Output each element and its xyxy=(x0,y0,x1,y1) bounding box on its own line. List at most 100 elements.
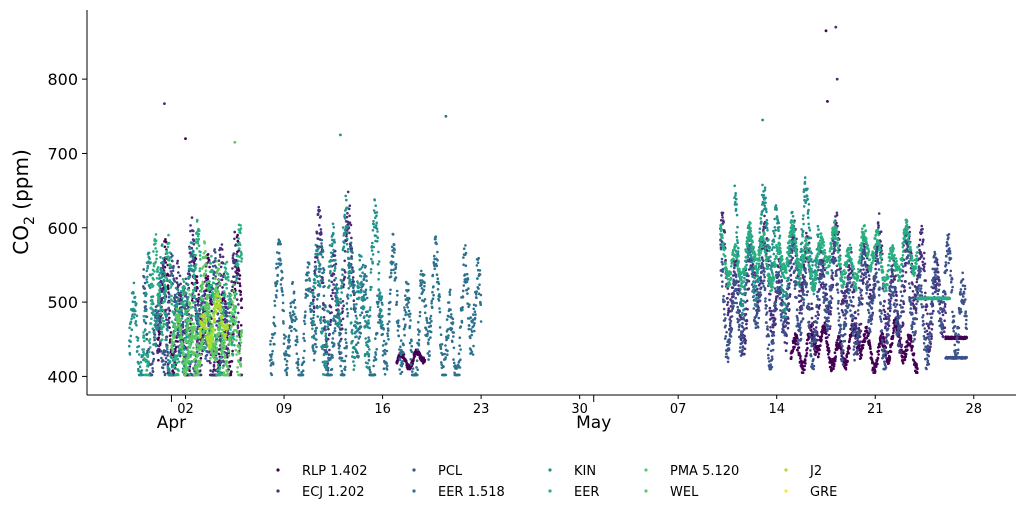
data-point xyxy=(956,336,959,339)
data-point xyxy=(855,327,858,330)
data-point xyxy=(723,337,727,340)
data-point xyxy=(862,257,866,260)
data-point xyxy=(763,287,767,290)
data-point xyxy=(737,308,740,312)
data-point xyxy=(804,267,807,271)
data-point xyxy=(943,326,947,330)
data-point xyxy=(750,283,754,286)
data-point xyxy=(145,337,148,341)
data-point xyxy=(928,341,931,344)
data-point xyxy=(348,221,352,224)
data-point xyxy=(848,288,852,292)
data-point xyxy=(827,333,831,337)
data-point xyxy=(177,271,180,274)
data-point xyxy=(197,304,200,307)
data-point xyxy=(933,252,937,256)
data-point xyxy=(861,297,864,300)
data-point xyxy=(747,258,751,262)
data-point xyxy=(168,316,171,320)
data-point xyxy=(759,287,762,291)
data-point xyxy=(208,265,211,269)
data-point xyxy=(873,369,877,373)
data-point xyxy=(313,260,317,264)
data-point xyxy=(835,77,839,81)
data-point xyxy=(295,335,299,339)
data-point xyxy=(806,290,810,293)
data-point xyxy=(143,287,146,290)
data-point xyxy=(796,308,799,312)
data-point xyxy=(282,309,286,313)
data-point xyxy=(940,328,944,331)
data-point xyxy=(836,291,840,294)
data-point xyxy=(744,341,747,345)
data-point xyxy=(836,348,839,351)
data-point xyxy=(721,216,724,219)
data-point xyxy=(270,353,274,356)
data-point xyxy=(284,335,288,338)
data-point xyxy=(909,334,913,338)
data-point xyxy=(823,285,827,288)
data-point xyxy=(858,300,862,304)
data-point xyxy=(773,317,777,321)
data-point xyxy=(332,283,335,286)
data-point xyxy=(151,370,155,374)
data-point xyxy=(816,298,820,301)
data-point xyxy=(285,371,289,375)
data-point xyxy=(899,351,903,354)
data-point xyxy=(901,274,905,278)
data-point xyxy=(878,315,882,319)
data-point xyxy=(164,308,168,312)
data-point xyxy=(772,313,775,317)
data-point xyxy=(743,352,746,356)
data-point xyxy=(732,304,735,308)
data-point xyxy=(275,262,278,266)
data-point xyxy=(860,302,864,306)
data-point xyxy=(164,356,168,360)
data-point xyxy=(306,266,310,269)
data-point xyxy=(306,294,309,297)
data-point xyxy=(210,303,214,306)
data-point xyxy=(927,345,930,349)
data-point xyxy=(964,310,967,314)
data-point xyxy=(935,259,938,263)
data-point xyxy=(331,288,334,292)
data-point xyxy=(747,279,751,283)
data-point xyxy=(804,271,808,275)
data-point xyxy=(803,293,806,296)
data-point xyxy=(959,307,962,311)
data-point xyxy=(887,361,891,365)
data-point xyxy=(862,277,865,280)
data-point xyxy=(812,367,815,371)
data-point xyxy=(832,367,835,371)
data-point xyxy=(925,322,928,326)
data-point xyxy=(937,288,941,292)
data-point xyxy=(302,356,305,360)
data-point xyxy=(151,367,154,370)
data-point xyxy=(743,347,747,351)
data-point xyxy=(187,305,190,309)
data-point xyxy=(281,293,285,297)
data-point xyxy=(838,316,841,319)
data-point xyxy=(183,307,187,310)
data-point xyxy=(740,324,744,328)
data-point xyxy=(771,338,775,342)
data-point xyxy=(891,334,895,338)
data-point xyxy=(794,342,798,346)
data-point xyxy=(868,341,871,345)
data-point xyxy=(221,261,225,265)
data-point xyxy=(870,306,874,310)
data-point xyxy=(219,265,223,269)
data-point xyxy=(883,347,886,350)
data-point xyxy=(224,300,227,303)
data-point xyxy=(878,345,881,349)
data-point xyxy=(330,311,333,314)
data-point xyxy=(829,295,832,298)
data-point xyxy=(793,345,796,349)
data-point xyxy=(292,301,296,304)
data-point xyxy=(922,238,925,241)
data-point xyxy=(849,309,852,312)
data-point xyxy=(871,313,874,316)
data-point xyxy=(858,298,861,302)
data-point xyxy=(847,291,850,295)
data-point xyxy=(927,338,931,341)
